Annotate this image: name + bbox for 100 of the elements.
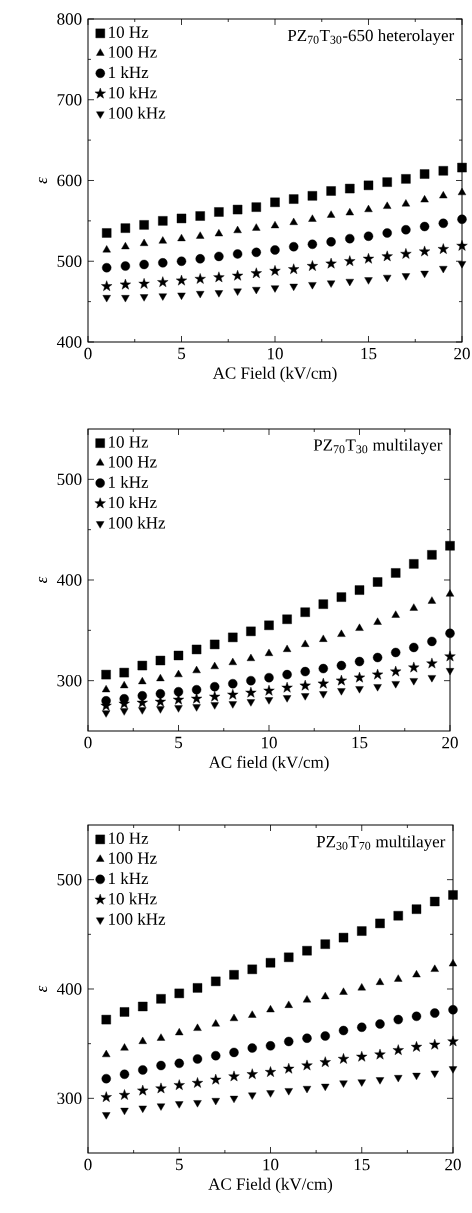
point	[158, 293, 167, 301]
point	[211, 1019, 220, 1027]
y-tick-label: 400	[56, 574, 82, 586]
point	[120, 261, 131, 271]
point	[232, 204, 243, 215]
x-tick-label: 20	[454, 347, 470, 360]
point	[214, 207, 224, 217]
point	[445, 589, 455, 597]
point	[444, 650, 456, 662]
point	[155, 689, 166, 699]
point	[299, 679, 311, 691]
point	[246, 699, 255, 707]
legend-label: 100 kHz	[109, 912, 166, 925]
point	[251, 202, 261, 212]
point	[210, 639, 220, 650]
point	[327, 280, 336, 288]
point	[289, 194, 299, 204]
point	[229, 1047, 239, 1058]
point	[394, 1075, 403, 1083]
point	[138, 676, 147, 685]
point	[229, 970, 239, 980]
point	[301, 1059, 313, 1071]
point	[119, 278, 131, 290]
point	[354, 585, 365, 595]
point	[354, 656, 365, 667]
point	[320, 1031, 330, 1041]
point	[430, 896, 440, 907]
point	[302, 1033, 312, 1043]
y-tick-label: 500	[57, 873, 82, 886]
point	[327, 210, 336, 218]
point	[355, 623, 364, 631]
point	[289, 242, 299, 252]
point	[302, 1086, 312, 1094]
point	[302, 995, 312, 1003]
point	[381, 250, 393, 262]
point	[270, 245, 280, 255]
y-tick-label: 500	[57, 255, 82, 267]
point	[364, 204, 373, 213]
point	[192, 983, 203, 993]
point	[391, 647, 401, 658]
legend-label: 100 Hz	[109, 852, 157, 864]
point	[409, 642, 419, 653]
point	[319, 634, 328, 642]
point	[337, 629, 346, 637]
y-axis-title: ε	[38, 985, 48, 992]
point	[102, 228, 112, 238]
point	[357, 1079, 366, 1087]
point	[437, 243, 449, 254]
y-tick-label: 400	[56, 336, 82, 348]
point	[375, 1077, 385, 1085]
point	[408, 661, 420, 673]
annotation: PZ$_{70}$T$_{30}$-650 heterolayer	[287, 29, 455, 45]
point	[307, 239, 318, 249]
point	[427, 596, 436, 604]
point	[246, 653, 255, 661]
point	[448, 959, 458, 967]
point	[138, 1065, 148, 1075]
point	[101, 1073, 111, 1084]
y-axis-title: ε	[38, 576, 48, 583]
point	[101, 669, 111, 680]
point	[102, 685, 111, 693]
point	[263, 684, 275, 696]
point	[391, 610, 400, 618]
point	[266, 1005, 275, 1013]
point	[138, 1001, 148, 1012]
point	[138, 707, 147, 715]
point	[339, 1080, 348, 1088]
point	[138, 1036, 147, 1044]
point	[318, 599, 328, 609]
point	[283, 695, 292, 703]
point	[156, 994, 166, 1004]
point	[102, 295, 111, 303]
point	[373, 617, 382, 625]
point	[228, 657, 237, 665]
point	[228, 1070, 240, 1082]
point	[174, 988, 184, 999]
y-tick-label: 700	[57, 94, 82, 106]
point	[411, 904, 422, 914]
point	[383, 274, 392, 283]
point	[345, 183, 355, 194]
point	[119, 667, 129, 678]
point	[336, 592, 347, 602]
point	[102, 245, 111, 253]
point	[173, 1079, 185, 1090]
point	[284, 1000, 293, 1008]
point	[265, 958, 276, 968]
point	[264, 620, 274, 630]
point	[374, 1048, 386, 1060]
point	[140, 238, 149, 246]
legend-label: 1 kHz	[109, 66, 149, 78]
x-tick-label: 0	[84, 347, 92, 360]
legend-label: 100 kHz	[109, 516, 166, 529]
point	[158, 258, 168, 268]
y-tick-label: 300	[57, 674, 82, 687]
point	[138, 278, 150, 289]
point	[214, 290, 223, 298]
legend-label: 10 Hz	[109, 26, 149, 38]
point	[319, 1056, 331, 1067]
point	[246, 1068, 258, 1080]
legend-label: 10 kHz	[109, 496, 157, 509]
